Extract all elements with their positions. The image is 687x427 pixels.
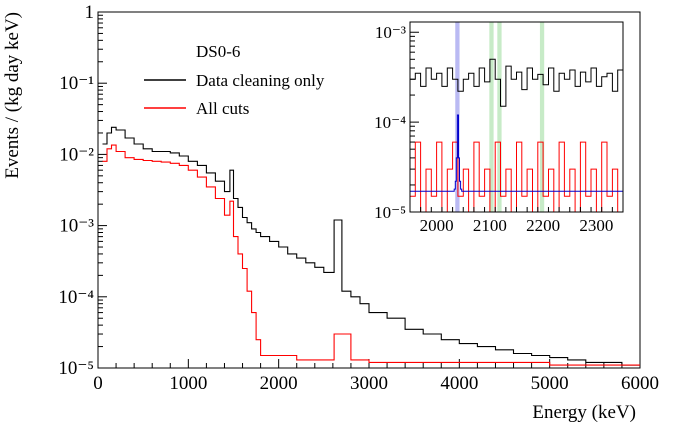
main-series xyxy=(102,126,640,366)
main-x-tick-label: 1000 xyxy=(169,373,207,394)
inset-y-tick-label: 10⁻⁴ xyxy=(374,113,406,132)
inset-highlight-band xyxy=(539,22,545,212)
main-x-tick-label: 4000 xyxy=(440,373,478,394)
inset-x-tick-label: 2100 xyxy=(473,216,507,235)
y-axis-title: Events / (kg day keV) xyxy=(2,12,23,179)
main-ticks: 0 1000 2000 3000 4000 5000 6000 10⁻⁵ 10⁻⁴ 10⁻³ 10⁻… xyxy=(58,2,659,394)
inset-series-data-cleaning-only xyxy=(410,58,624,107)
main-y-tick-label: 10⁻⁴ xyxy=(58,287,94,308)
main-y-tick-label: 1 xyxy=(85,2,95,23)
inset-x-tick-label: 2300 xyxy=(579,216,613,235)
main-y-tick-label: 10⁻¹ xyxy=(59,73,94,94)
inset-x-tick-label: 2000 xyxy=(420,216,454,235)
main-x-tick-label: 5000 xyxy=(531,373,569,394)
main-x-tick-label: 0 xyxy=(93,373,103,394)
main-x-tick-label: 3000 xyxy=(350,373,388,394)
main-y-tick-label: 10⁻³ xyxy=(59,216,94,237)
main-y-tick-label: 10⁻⁵ xyxy=(58,358,94,379)
inset-y-tick-label: 10⁻³ xyxy=(375,23,406,42)
inset-series-fit xyxy=(410,114,623,192)
inset-highlight-band xyxy=(497,22,502,212)
main-series-all-cuts xyxy=(102,144,640,366)
x-axis-title: Energy (keV) xyxy=(532,402,636,423)
inset-x-tick-label: 2200 xyxy=(526,216,560,235)
legend-label-all-cuts: All cuts xyxy=(196,99,249,118)
inset-ticks: 2000 2100 2200 2300 10⁻⁵ 10⁻⁴ 10⁻³ xyxy=(374,23,624,235)
main-x-tick-label: 6000 xyxy=(621,373,659,394)
inset-y-tick-label: 10⁻⁵ xyxy=(374,203,406,222)
main-x-tick-label: 2000 xyxy=(260,373,298,394)
legend-label-data-cleaning: Data cleaning only xyxy=(196,71,325,90)
inset-highlight-band xyxy=(489,22,494,212)
inset-series xyxy=(410,58,624,213)
legend-title: DS0-6 xyxy=(196,42,240,61)
main-series-data-cleaning-only xyxy=(102,126,640,366)
inset-series-all-cuts xyxy=(410,141,624,213)
main-y-tick-label: 10⁻² xyxy=(59,144,94,165)
